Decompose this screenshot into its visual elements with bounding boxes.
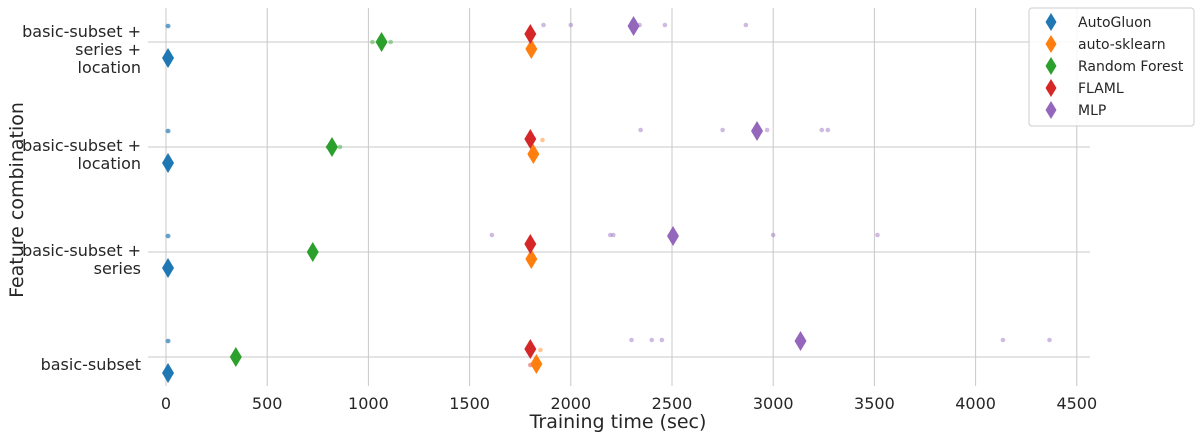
mean-marker-random-forest bbox=[306, 242, 319, 262]
legend-marker-autogluon bbox=[1045, 13, 1057, 31]
legend-label-auto-sklearn: auto-sklearn bbox=[1078, 37, 1166, 53]
scatter-points bbox=[165, 22, 1052, 368]
mean-marker-flaml bbox=[524, 339, 537, 359]
legend: AutoGluon auto-sklearn Random Forest FLAML M… bbox=[1028, 7, 1195, 127]
mean-markers bbox=[162, 16, 807, 383]
x-tick-labels: 0 500 1000 1500 2000 2500 3000 3500 4000 4500 bbox=[161, 394, 1097, 413]
point-autogluon bbox=[166, 128, 171, 134]
legend-box bbox=[1028, 7, 1195, 127]
mean-marker-auto-sklearn bbox=[525, 39, 538, 59]
point-mlp bbox=[825, 127, 831, 133]
legend-label-flaml: FLAML bbox=[1078, 81, 1124, 97]
point-mlp bbox=[720, 127, 725, 133]
point-mlp bbox=[764, 127, 770, 133]
x-tick-label: 3000 bbox=[753, 394, 794, 413]
point-mlp bbox=[541, 22, 546, 28]
point-random-forest bbox=[388, 39, 393, 45]
mean-marker-autogluon bbox=[162, 153, 175, 173]
point-autogluon bbox=[166, 23, 171, 29]
point-mlp bbox=[662, 22, 668, 28]
mean-marker-random-forest bbox=[325, 137, 338, 157]
y-tick-label-c4: basic-subset bbox=[41, 355, 141, 374]
y-axis-label: Feature combination bbox=[6, 102, 28, 298]
mean-marker-auto-sklearn bbox=[527, 144, 540, 164]
point-mlp bbox=[875, 232, 880, 238]
legend-marker-flaml bbox=[1045, 79, 1057, 97]
legend-marker-random-forest bbox=[1045, 57, 1057, 75]
x-tick-label: 1500 bbox=[449, 394, 490, 413]
point-mlp bbox=[629, 337, 634, 343]
point-mlp bbox=[607, 232, 613, 238]
point-random-forest bbox=[337, 144, 343, 150]
gridlines bbox=[148, 8, 1090, 386]
x-tick-label: 3500 bbox=[854, 394, 895, 413]
mean-marker-autogluon bbox=[162, 258, 175, 278]
x-tick-label: 1000 bbox=[348, 394, 389, 413]
point-mlp bbox=[659, 337, 665, 343]
point-auto-sklearn bbox=[538, 347, 543, 353]
point-autogluon bbox=[165, 233, 170, 239]
x-tick-label: 0 bbox=[161, 394, 171, 413]
legend-label-random-forest: Random Forest bbox=[1078, 59, 1184, 75]
x-tick-label: 2000 bbox=[550, 394, 591, 413]
x-tick-label: 500 bbox=[252, 394, 283, 413]
mean-marker-random-forest bbox=[229, 347, 242, 367]
x-tick-label: 4500 bbox=[1056, 394, 1097, 413]
point-mlp bbox=[819, 127, 825, 133]
x-tick-label: 2500 bbox=[652, 394, 693, 413]
point-random-forest bbox=[370, 39, 375, 45]
legend-label-autogluon: AutoGluon bbox=[1078, 15, 1152, 31]
point-mlp bbox=[649, 337, 655, 343]
mean-marker-auto-sklearn bbox=[525, 249, 538, 269]
point-mlp bbox=[611, 232, 616, 238]
legend-marker-auto-sklearn bbox=[1045, 35, 1057, 53]
mean-marker-random-forest bbox=[375, 32, 388, 52]
point-auto-sklearn bbox=[540, 137, 545, 143]
point-autogluon bbox=[165, 338, 170, 344]
mean-marker-flaml bbox=[524, 24, 537, 44]
point-mlp bbox=[1000, 337, 1006, 343]
point-mlp bbox=[1047, 337, 1052, 343]
mean-marker-autogluon bbox=[162, 48, 175, 68]
mean-marker-mlp bbox=[667, 226, 680, 246]
x-axis-label: Training time (sec) bbox=[529, 411, 707, 433]
mean-marker-autogluon bbox=[162, 363, 175, 383]
mean-marker-flaml bbox=[524, 129, 537, 149]
mean-marker-flaml bbox=[524, 234, 537, 254]
y-tick-label-c3: basic-subset + series bbox=[22, 241, 141, 278]
point-mlp bbox=[638, 127, 643, 133]
mean-marker-mlp bbox=[627, 16, 640, 36]
y-tick-label-c2: basic-subset + location bbox=[22, 136, 141, 173]
point-autogluon bbox=[166, 233, 171, 239]
legend-marker-mlp bbox=[1045, 101, 1057, 119]
point-mlp bbox=[770, 232, 776, 238]
y-tick-labels: basic-subset + series + location basic-subs… bbox=[22, 22, 141, 374]
legend-label-mlp: MLP bbox=[1078, 103, 1106, 119]
mean-marker-auto-sklearn bbox=[530, 354, 543, 374]
mean-marker-mlp bbox=[794, 331, 807, 351]
mean-marker-mlp bbox=[751, 121, 764, 141]
point-autogluon bbox=[165, 128, 170, 134]
point-mlp bbox=[568, 22, 574, 28]
y-tick-label-c1: basic-subset + series + location bbox=[22, 22, 141, 77]
x-tick-label: 4000 bbox=[955, 394, 996, 413]
point-mlp bbox=[489, 232, 495, 238]
point-mlp bbox=[743, 22, 749, 28]
point-autogluon bbox=[165, 23, 170, 29]
point-autogluon bbox=[166, 338, 171, 344]
